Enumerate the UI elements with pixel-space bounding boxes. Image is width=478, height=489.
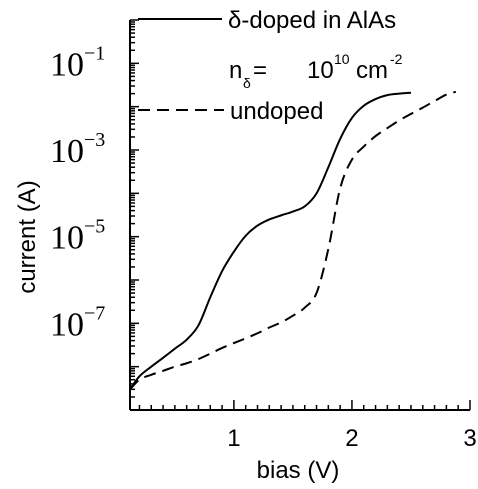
annotation-value: 10 bbox=[307, 57, 334, 84]
y-tick-label-base: 10 bbox=[50, 46, 84, 83]
y-tick-label-exp: −5 bbox=[84, 216, 105, 238]
annotation-unit: cm bbox=[356, 57, 388, 84]
x-tick-label: 2 bbox=[345, 425, 358, 452]
y-axis-label: current (A) bbox=[14, 180, 41, 293]
x-tick-label: 3 bbox=[463, 425, 476, 452]
y-tick-label-base: 10 bbox=[50, 133, 84, 170]
major-ticks bbox=[130, 19, 471, 411]
y-tick-label-exp: −1 bbox=[84, 42, 105, 64]
annotation-unit-exp: -2 bbox=[390, 51, 403, 67]
legend-annotation: n δ = 10 10 cm -2 bbox=[229, 43, 403, 94]
annotation-n: n bbox=[229, 57, 242, 84]
y-tick-label: 10−7 bbox=[50, 302, 105, 343]
y-tick-label-exp: −3 bbox=[84, 129, 105, 151]
y-tick-label: 10−1 bbox=[50, 42, 105, 83]
series-line-undoped bbox=[129, 90, 457, 391]
x-tick-labels: 1 2 3 bbox=[227, 425, 476, 452]
annotation-sub: δ bbox=[243, 75, 251, 91]
y-tick-label-exp: −7 bbox=[84, 302, 105, 324]
y-tick-label: 10−3 bbox=[50, 129, 105, 170]
y-tick-label-base: 10 bbox=[50, 306, 84, 343]
series-line-doped bbox=[129, 91, 412, 390]
axes bbox=[129, 20, 470, 411]
annotation-eq: = bbox=[253, 57, 267, 84]
x-tick-label: 1 bbox=[227, 425, 240, 452]
y-tick-label-base: 10 bbox=[50, 220, 84, 257]
y-tick-label: 10−5 bbox=[50, 216, 105, 257]
legend-label-undoped: undoped bbox=[230, 98, 323, 125]
legend-label-doped: δ-doped in AlAs bbox=[228, 7, 396, 34]
x-axis-label: bias (V) bbox=[257, 457, 340, 484]
y-tick-labels: 10−110−310−510−7 bbox=[50, 42, 105, 343]
minor-ticks bbox=[130, 21, 459, 410]
series-layer bbox=[129, 90, 457, 391]
annotation-exp: 10 bbox=[334, 51, 350, 67]
legend: δ-doped in AlAs n δ = 10 10 cm -2 undope… bbox=[138, 7, 403, 125]
